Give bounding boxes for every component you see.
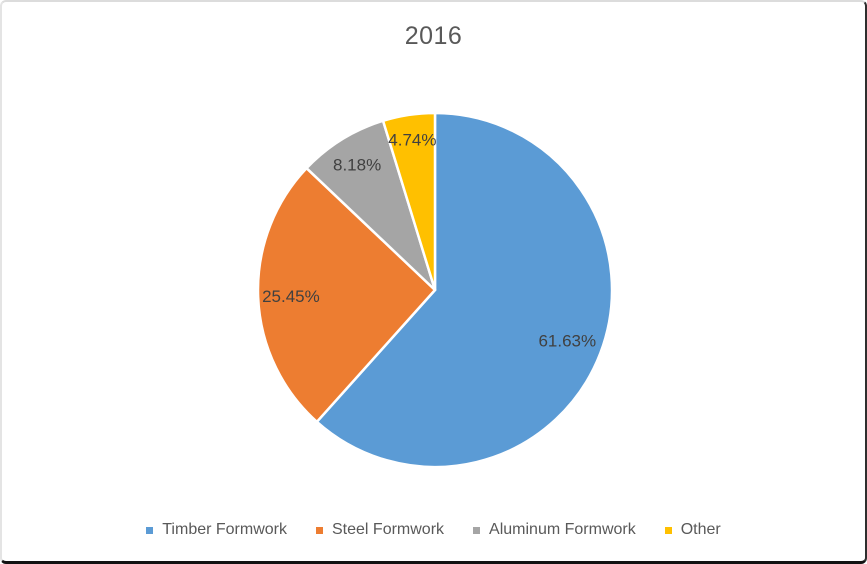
legend-item-other: Other [664, 521, 721, 539]
legend: Timber Formwork Steel Formwork Aluminum Fo… [2, 521, 865, 539]
data-label-steel-formwork: 25.45% [262, 287, 320, 306]
legend-swatch-other [664, 526, 672, 534]
data-label-aluminum-formwork: 8.18% [333, 155, 381, 174]
data-label-other: 4.74% [388, 131, 436, 150]
legend-item-steel-formwork: Steel Formwork [316, 521, 444, 539]
pie-slice-other [381, 111, 437, 292]
legend-label: Aluminum Formwork [489, 521, 636, 538]
pie-slice-aluminum-formwork [305, 119, 437, 292]
legend-swatch-steel-formwork [316, 526, 323, 534]
legend-swatch-timber-formwork [146, 526, 154, 534]
legend-swatch-aluminum-formwork [473, 526, 481, 534]
pie-chart: 61.63% 25.45% 8.18% 4.74% [256, 111, 614, 469]
pie-slice-steel-formwork [256, 166, 437, 424]
legend-item-aluminum-formwork: Aluminum Formwork [473, 521, 636, 539]
legend-label: Steel Formwork [332, 521, 445, 538]
pie-slice-timber-formwork [315, 111, 614, 469]
data-label-timber-formwork: 61.63% [538, 332, 596, 351]
legend-label: Other [680, 521, 721, 538]
chart-title: 2016 [404, 22, 463, 50]
legend-label: Timber Formwork [162, 521, 287, 538]
legend-item-timber-formwork: Timber Formwork [146, 521, 287, 539]
